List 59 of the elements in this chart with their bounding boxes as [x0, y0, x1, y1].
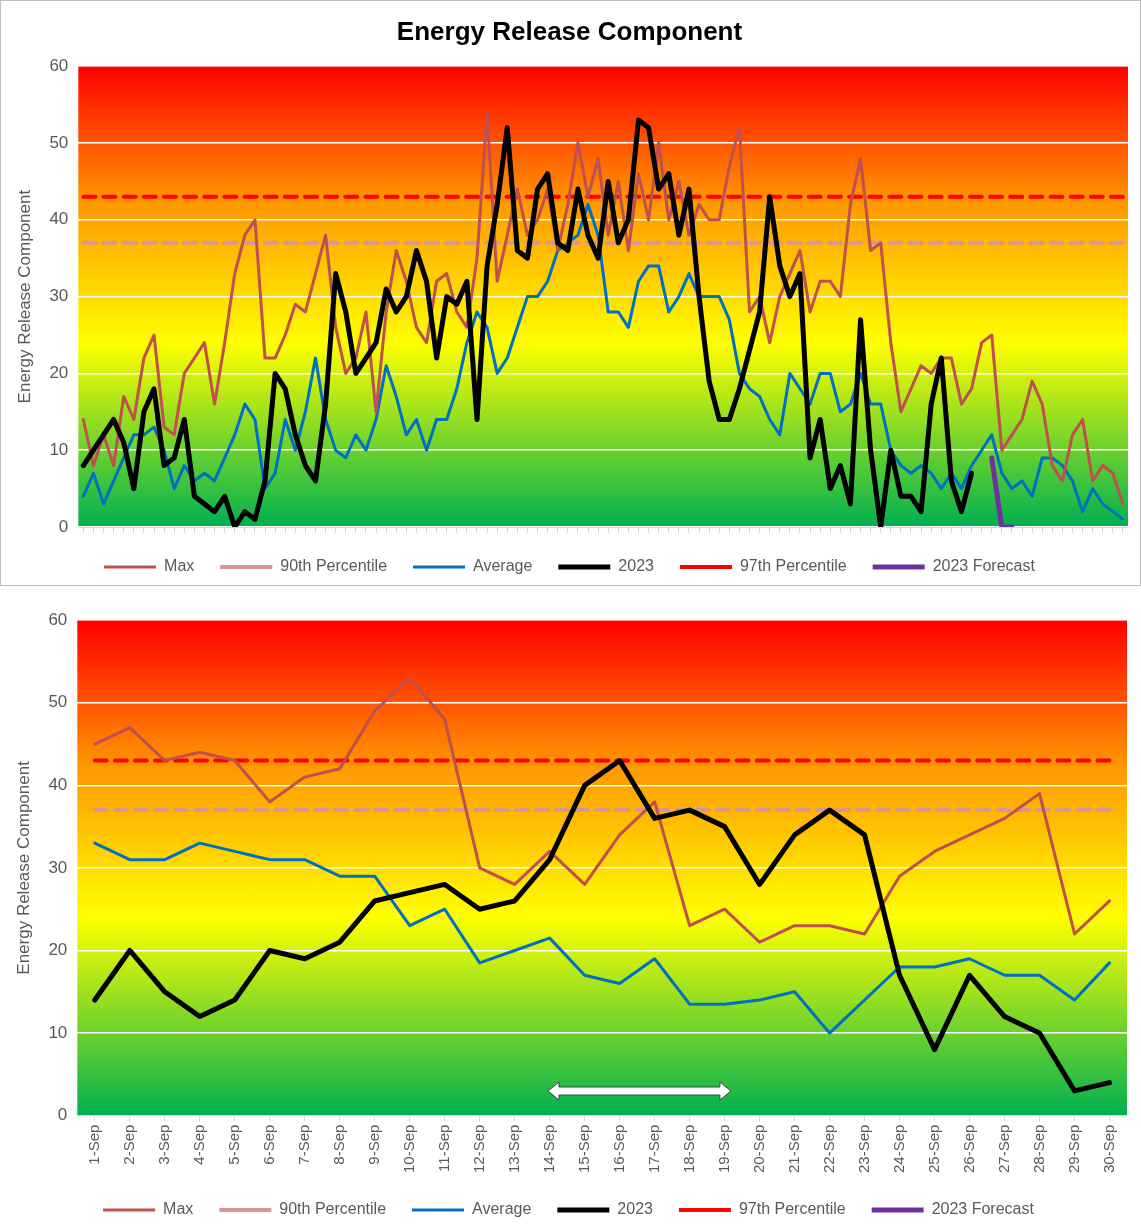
y-tick-label: 20: [49, 363, 69, 383]
y-tick-label: 0: [57, 1105, 68, 1125]
chart-title: Energy Release Component: [396, 15, 743, 46]
y-tick-label: 10: [49, 439, 69, 459]
x-tick-label: 9-Sep: [364, 1124, 382, 1165]
x-tick-label: 29-Sep: [1064, 1124, 1082, 1174]
x-tick-label: 2-Sep: [119, 1124, 137, 1165]
x-tick-label: 10-Sep: [399, 1124, 417, 1174]
legend-label: 97th Percentile: [738, 1200, 846, 1218]
legend-label: 2023 Forecast: [932, 557, 1036, 575]
legend-label: 90th Percentile: [279, 1200, 387, 1218]
x-tick-label: 24-Sep: [889, 1124, 907, 1174]
y-tick-label: 60: [48, 609, 68, 629]
x-tick-label: 25-Sep: [924, 1124, 942, 1174]
x-tick-label: 23-Sep: [854, 1124, 872, 1174]
legend-label: 2023: [617, 1200, 654, 1218]
x-tick-label: 18-Sep: [679, 1124, 697, 1174]
y-tick-label: 40: [48, 775, 68, 795]
x-tick-label: 13-Sep: [504, 1124, 522, 1174]
x-tick-label: 4-Sep: [189, 1124, 207, 1165]
x-tick-label: 12-Sep: [469, 1124, 487, 1174]
legend-label: 2023: [618, 557, 655, 575]
y-tick-label: 20: [48, 940, 68, 960]
y-tick-label: 50: [48, 692, 68, 712]
x-tick-label: 17-Sep: [644, 1124, 662, 1174]
y-tick-label: 0: [58, 516, 69, 536]
x-tick-label: 15-Sep: [574, 1124, 592, 1174]
x-tick-label: 6-Sep: [259, 1124, 277, 1165]
y-axis-title: Energy Release Component: [14, 189, 34, 404]
legend-label: 97th Percentile: [739, 557, 847, 575]
y-tick-label: 30: [48, 857, 68, 877]
x-tick-label: 3-Sep: [154, 1124, 172, 1165]
legend-label: Max: [163, 1200, 194, 1218]
x-tick-label: 1-Sep: [84, 1124, 102, 1165]
x-tick-label: 20-Sep: [749, 1124, 767, 1174]
legend-label: Max: [164, 557, 195, 575]
x-tick-label: 28-Sep: [1029, 1124, 1047, 1174]
x-tick-label: 26-Sep: [959, 1124, 977, 1174]
x-tick-label: 19-Sep: [714, 1124, 732, 1174]
y-tick-label: 10: [48, 1022, 68, 1042]
x-tick-label: 14-Sep: [539, 1124, 557, 1174]
x-tick-label: 30-Sep: [1099, 1124, 1117, 1174]
x-tick-label: 22-Sep: [819, 1124, 837, 1174]
x-tick-label: 27-Sep: [994, 1124, 1012, 1174]
x-tick-label: 16-Sep: [609, 1124, 627, 1174]
legend-label: 90th Percentile: [280, 557, 388, 575]
x-tick-label: 11-Sep: [434, 1124, 452, 1172]
legend-label: Average: [473, 557, 533, 575]
y-axis-title: Energy Release Component: [13, 760, 33, 975]
y-tick-label: 30: [49, 286, 69, 306]
x-tick-label: 8-Sep: [329, 1124, 347, 1165]
y-tick-label: 50: [49, 132, 69, 152]
legend-label: 2023 Forecast: [931, 1200, 1035, 1218]
y-tick-label: 60: [49, 55, 69, 75]
x-tick-label: 21-Sep: [784, 1124, 802, 1174]
legend-label: Average: [472, 1200, 532, 1218]
x-tick-label: 5-Sep: [224, 1124, 242, 1165]
y-tick-label: 40: [49, 209, 69, 229]
x-tick-label: 7-Sep: [294, 1124, 312, 1165]
